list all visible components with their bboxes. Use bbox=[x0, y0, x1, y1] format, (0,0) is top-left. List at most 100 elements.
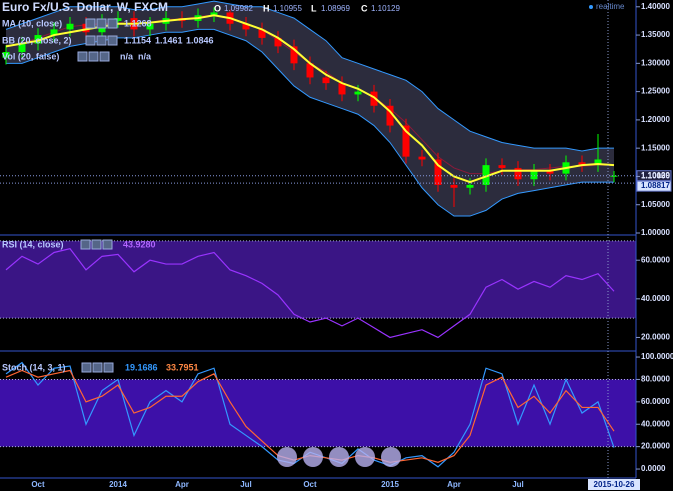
candle-body bbox=[66, 23, 74, 30]
candle-body bbox=[370, 91, 378, 106]
legend-button[interactable] bbox=[103, 362, 114, 373]
candle-body bbox=[530, 170, 538, 180]
y-tick-label: 60.0000 bbox=[641, 255, 670, 264]
vol-readout: n/a bbox=[120, 51, 134, 61]
candle-body bbox=[514, 167, 522, 180]
candle-body bbox=[322, 77, 330, 84]
x-tick-label: Jul bbox=[512, 480, 524, 489]
nav-button[interactable] bbox=[381, 447, 401, 467]
y-tick-label: 1.05000 bbox=[641, 200, 670, 209]
y-tick-label: 20.0000 bbox=[641, 333, 670, 342]
bb-lower bbox=[6, 28, 614, 217]
y-tick-label: 80.0000 bbox=[641, 375, 670, 384]
candle-body bbox=[50, 29, 58, 36]
nav-button[interactable] bbox=[303, 447, 323, 467]
ohlc-value: 1.10129 bbox=[371, 4, 400, 13]
x-tick-label: 2014 bbox=[109, 480, 127, 489]
legend-button[interactable] bbox=[77, 51, 88, 62]
candle-body bbox=[418, 156, 426, 160]
candle-body bbox=[274, 37, 282, 47]
legend-button[interactable] bbox=[81, 362, 92, 373]
candle-body bbox=[594, 159, 602, 166]
nav-button[interactable] bbox=[277, 447, 297, 467]
candle-body bbox=[290, 46, 298, 64]
legends: Euro Fx/U.S. Dollar, W, FXCM O 1.09982 H 1.1… bbox=[2, 0, 625, 373]
x-tick-label: Oct bbox=[31, 480, 45, 489]
ohlc-label: H bbox=[263, 3, 270, 13]
y-tick-label: 1.10000 bbox=[641, 172, 670, 181]
stoch-legend: Stoch (14, 3, 1) bbox=[2, 362, 66, 372]
ma-line bbox=[5, 14, 615, 184]
navigation bbox=[277, 447, 401, 467]
ohlc-label: C bbox=[361, 3, 368, 13]
bb-readout: 1.0846 bbox=[186, 35, 214, 45]
y-tick-label: 0.0000 bbox=[641, 464, 666, 473]
y-tick-label: 1.30000 bbox=[641, 58, 670, 67]
nav-button[interactable] bbox=[355, 447, 375, 467]
legend-button[interactable] bbox=[107, 35, 118, 46]
realtime: realtime bbox=[596, 2, 625, 11]
candle-body bbox=[2, 52, 10, 58]
rsi-legend: RSI (14, close) bbox=[2, 239, 64, 249]
panel-backgrounds bbox=[0, 240, 636, 448]
candle-body bbox=[466, 184, 474, 188]
candle-body bbox=[114, 18, 122, 21]
ma-readout: 1.1268 bbox=[124, 18, 152, 28]
x-tick-box bbox=[588, 479, 640, 490]
x-tick-label: Apr bbox=[447, 480, 461, 489]
legend-button[interactable] bbox=[107, 18, 118, 29]
legend-button[interactable] bbox=[85, 35, 96, 46]
stoch-readout: 19.1686 bbox=[125, 362, 158, 372]
legend-button[interactable] bbox=[96, 35, 107, 46]
candle-body bbox=[146, 23, 154, 30]
bb-readout: 1.1461 bbox=[155, 35, 183, 45]
candle-body bbox=[434, 159, 442, 185]
legend-button[interactable] bbox=[91, 239, 102, 250]
rsi-readout: 43.9280 bbox=[123, 239, 156, 249]
legend-button[interactable] bbox=[88, 51, 99, 62]
candle-body bbox=[306, 63, 314, 78]
y-tick-label: 20.0000 bbox=[641, 442, 670, 451]
ohlc-label: L bbox=[311, 3, 317, 13]
axes: 1.101291.088171.000001.050001.100001.150… bbox=[31, 2, 673, 490]
y-tick-label: 40.0000 bbox=[641, 294, 670, 303]
price-tag: 1.10129 bbox=[641, 171, 670, 180]
x-tick-label: 2015 bbox=[381, 480, 399, 489]
nav-button[interactable] bbox=[329, 447, 349, 467]
candle-body bbox=[386, 105, 394, 126]
candle-body bbox=[578, 162, 586, 166]
legend-button[interactable] bbox=[99, 51, 110, 62]
candle-body bbox=[482, 165, 490, 185]
y-tick-label: 60.0000 bbox=[641, 397, 670, 406]
y-tick-label: 1.00000 bbox=[641, 228, 670, 237]
level-band bbox=[0, 379, 636, 447]
legend-button[interactable] bbox=[102, 239, 113, 250]
chart-title: Euro Fx/U.S. Dollar, W, FXCM bbox=[2, 0, 168, 14]
candle-body bbox=[498, 165, 506, 168]
x-tick-label: Jul bbox=[240, 480, 252, 489]
candle-body bbox=[34, 35, 42, 44]
candle-body bbox=[402, 125, 410, 157]
legend-button[interactable] bbox=[96, 18, 107, 29]
candle-body bbox=[210, 12, 218, 16]
candle-body bbox=[18, 43, 26, 53]
ma-legend: MA (10, close) bbox=[2, 18, 62, 28]
legend-button[interactable] bbox=[85, 18, 96, 29]
y-tick-label: 1.40000 bbox=[641, 2, 670, 11]
y-tick-label: 1.35000 bbox=[641, 30, 670, 39]
y-tick-label: 100.0000 bbox=[641, 352, 673, 361]
y-tick-label: 40.0000 bbox=[641, 419, 670, 428]
legend-button[interactable] bbox=[92, 362, 103, 373]
y-tick-label: 1.15000 bbox=[641, 143, 670, 152]
x-tick-label: 2015-10-26 bbox=[594, 480, 635, 489]
candle-body bbox=[610, 175, 618, 177]
ohlc-label: O bbox=[214, 3, 221, 13]
price-tag-box bbox=[636, 180, 672, 192]
candle-body bbox=[258, 29, 266, 38]
candle-body bbox=[546, 170, 554, 174]
candle-body bbox=[354, 91, 362, 95]
price-tag: 1.08817 bbox=[641, 181, 670, 190]
y-tick-label: 1.20000 bbox=[641, 115, 670, 124]
ohlc-value: 1.09982 bbox=[224, 4, 253, 13]
legend-button[interactable] bbox=[80, 239, 91, 250]
